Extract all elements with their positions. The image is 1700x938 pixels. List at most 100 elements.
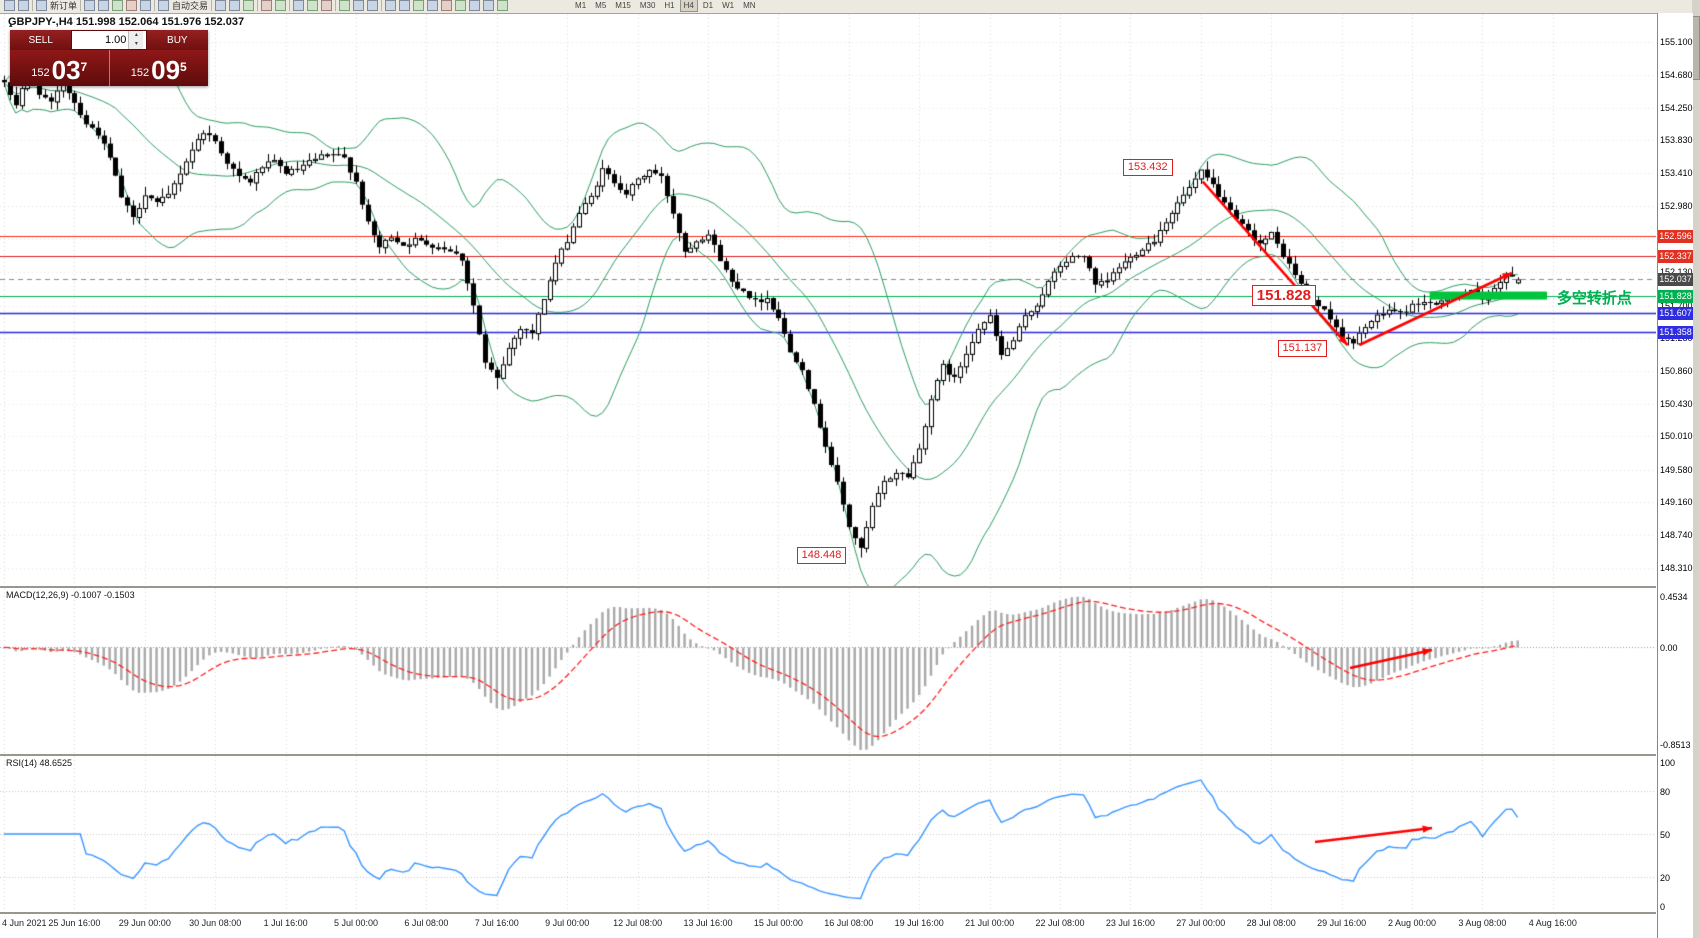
autotrading-icon[interactable] <box>158 0 170 11</box>
timeframe-W1[interactable]: W1 <box>722 0 735 10</box>
zoom-in-icon[interactable] <box>261 0 273 11</box>
time-axis-label: 22 Jul 08:00 <box>1035 918 1085 928</box>
rsi-scale-tick: 0 <box>1660 902 1666 912</box>
panel-divider[interactable] <box>0 586 1656 588</box>
auto-scroll-icon[interactable] <box>307 0 319 11</box>
macd-scale-tick: -0.8513 <box>1660 739 1691 750</box>
time-axis-label: 12 Jul 08:00 <box>613 918 663 928</box>
time-axis-label: 13 Jul 16:00 <box>683 918 733 928</box>
volume-field: ▴ ▾ <box>71 30 147 50</box>
time-axis-label: 30 Jun 08:00 <box>189 918 242 928</box>
price-tick: 149.580 <box>1660 464 1693 475</box>
text-label-icon[interactable] <box>483 0 495 11</box>
buy-button[interactable]: BUY <box>146 30 208 50</box>
scrollbar-thumb[interactable] <box>1692 16 1700 80</box>
fibonacci-icon[interactable] <box>469 0 481 11</box>
collapse-panel-icon[interactable]: ▴ <box>9 22 13 29</box>
buy-price-prefix: 152 <box>130 67 150 79</box>
periods-icon[interactable] <box>353 0 365 11</box>
macd-label: MACD(12,26,9) -0.1007 -0.1503 <box>6 590 135 600</box>
volume-input[interactable] <box>72 33 129 47</box>
zoom-out-icon[interactable] <box>275 0 287 11</box>
strategy-tester-icon[interactable] <box>140 0 152 11</box>
timeframe-H4[interactable]: H4 <box>679 0 698 12</box>
main-chart-canvas[interactable] <box>0 14 1656 586</box>
indicators-icon[interactable] <box>339 0 351 11</box>
chart-profiles-icon[interactable] <box>18 0 29 11</box>
templates-icon[interactable] <box>367 0 379 11</box>
price-tick: 150.010 <box>1660 431 1693 442</box>
autotrading-label[interactable]: 自动交易 <box>172 0 209 11</box>
time-axis-label: 27 Jul 00:00 <box>1176 918 1226 928</box>
bar-chart-icon[interactable] <box>215 0 227 11</box>
toolbar-separator <box>335 0 337 11</box>
line-chart-icon[interactable] <box>243 0 255 11</box>
time-axis-label: 21 Jul 00:00 <box>965 918 1015 928</box>
timeframe-MN[interactable]: MN <box>743 0 756 10</box>
timeframe-M1[interactable]: M1 <box>575 0 587 10</box>
timeframe-H1[interactable]: H1 <box>664 0 675 10</box>
candlestick-chart-icon[interactable] <box>229 0 241 11</box>
price-tick: 148.310 <box>1660 563 1693 574</box>
volume-up-button[interactable]: ▴ <box>129 31 144 40</box>
price-tag: 151.358 <box>1658 326 1693 339</box>
panel-divider[interactable] <box>0 912 1656 914</box>
vertical-line-icon[interactable] <box>413 0 425 11</box>
time-axis-label: 28 Jul 08:00 <box>1246 918 1296 928</box>
price-tick: 149.160 <box>1660 497 1693 508</box>
time-axis-label: 5 Jul 00:00 <box>333 918 379 928</box>
rsi-scale-tick: 80 <box>1660 786 1671 797</box>
new-chart-icon[interactable] <box>4 0 15 11</box>
terminal-icon[interactable] <box>126 0 138 11</box>
toolbar-separator <box>211 0 213 11</box>
annotation-pullback-low: 151.137 <box>1277 340 1328 358</box>
time-axis-label: 4 Aug 16:00 <box>1528 918 1577 928</box>
toolbar-separator <box>257 0 259 11</box>
tile-windows-icon[interactable] <box>293 0 305 11</box>
price-tick: 152.980 <box>1660 201 1693 212</box>
vertical-scrollbar <box>1692 0 1700 938</box>
toolbar-separator <box>32 0 33 11</box>
time-axis-label: 7 Jul 16:00 <box>474 918 519 928</box>
equidistant-channel-icon[interactable] <box>455 0 467 11</box>
time-axis-label: 4 Jun 2021 <box>2 918 47 928</box>
price-tick: 148.740 <box>1660 529 1693 540</box>
buy-price-button[interactable]: 152 09 5 <box>110 50 209 86</box>
chart-shift-icon[interactable] <box>321 0 333 11</box>
timeframe-M15[interactable]: M15 <box>615 0 631 10</box>
toolbar: 新订单 自动交易 M1 M5 M15 M30 H1 H4 D1 W1 MN <box>0 0 1700 14</box>
rsi-canvas[interactable] <box>0 756 1656 912</box>
buy-price-sup: 5 <box>180 60 187 74</box>
volume-down-button[interactable]: ▾ <box>129 40 144 49</box>
new-order-icon[interactable] <box>36 0 47 11</box>
trendline-icon[interactable] <box>441 0 453 11</box>
time-axis-label: 23 Jul 16:00 <box>1105 918 1155 928</box>
timeframe-M30[interactable]: M30 <box>639 0 656 10</box>
rsi-label: RSI(14) 48.6525 <box>6 758 73 768</box>
navigator-icon[interactable] <box>112 0 124 11</box>
new-order-label[interactable]: 新订单 <box>50 0 78 11</box>
cursor-icon[interactable] <box>385 0 397 11</box>
arrows-icon[interactable] <box>497 0 509 11</box>
data-window-icon[interactable] <box>98 0 110 11</box>
macd-canvas[interactable] <box>0 588 1656 754</box>
panel-divider[interactable] <box>0 754 1656 756</box>
annotation-support-price: 151.828 <box>1251 284 1317 306</box>
sell-price-button[interactable]: 152 03 7 <box>10 50 110 86</box>
toolbar-separator <box>80 0 82 11</box>
time-axis[interactable]: 4 Jun 2021 25 Jun 16:00 29 Jun 00:00 30 Jun… <box>0 914 1656 938</box>
crosshair-icon[interactable] <box>399 0 411 11</box>
time-axis-label: 19 Jul 16:00 <box>894 918 944 928</box>
timeframe-D1[interactable]: D1 <box>702 0 714 10</box>
sell-button[interactable]: SELL <box>10 30 72 50</box>
price-tag: 151.828 <box>1658 289 1693 303</box>
sell-price-prefix: 152 <box>31 67 50 79</box>
timeframe-M5[interactable]: M5 <box>595 0 607 10</box>
sell-price-big: 03 <box>51 55 81 85</box>
horizontal-line-icon[interactable] <box>427 0 439 11</box>
market-watch-icon[interactable] <box>84 0 96 11</box>
time-axis-label: 29 Jul 16:00 <box>1317 918 1367 928</box>
toolbar-separator <box>154 0 156 11</box>
price-scale[interactable]: 155.100 154.680 154.250 153.830 153.410 152.9… <box>1657 13 1693 938</box>
